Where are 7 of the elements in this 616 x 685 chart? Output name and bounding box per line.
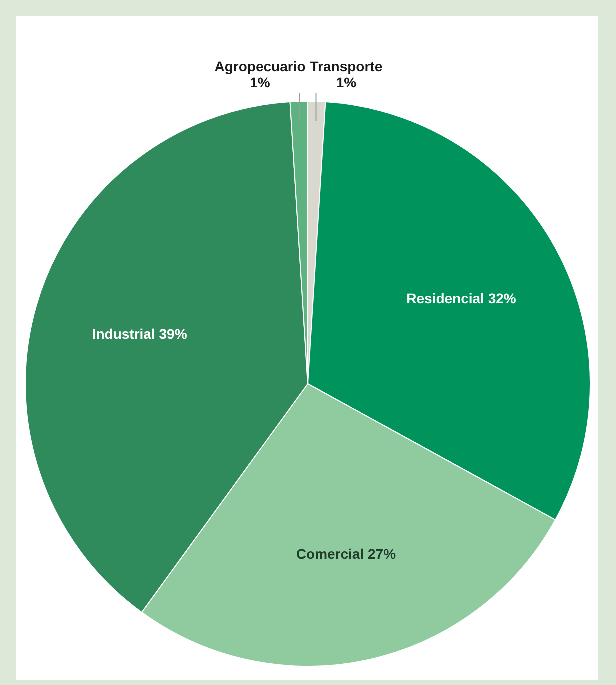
slice-label: Transporte [310,58,383,74]
slice-label: Comercial 27% [296,546,397,562]
slice-label: Residencial 32% [406,290,517,306]
data-label: 1% [336,74,358,90]
slice-label: Industrial 39% [92,326,188,342]
data-label: 1% [250,74,271,90]
slice-label: Agropecuario [214,58,306,74]
